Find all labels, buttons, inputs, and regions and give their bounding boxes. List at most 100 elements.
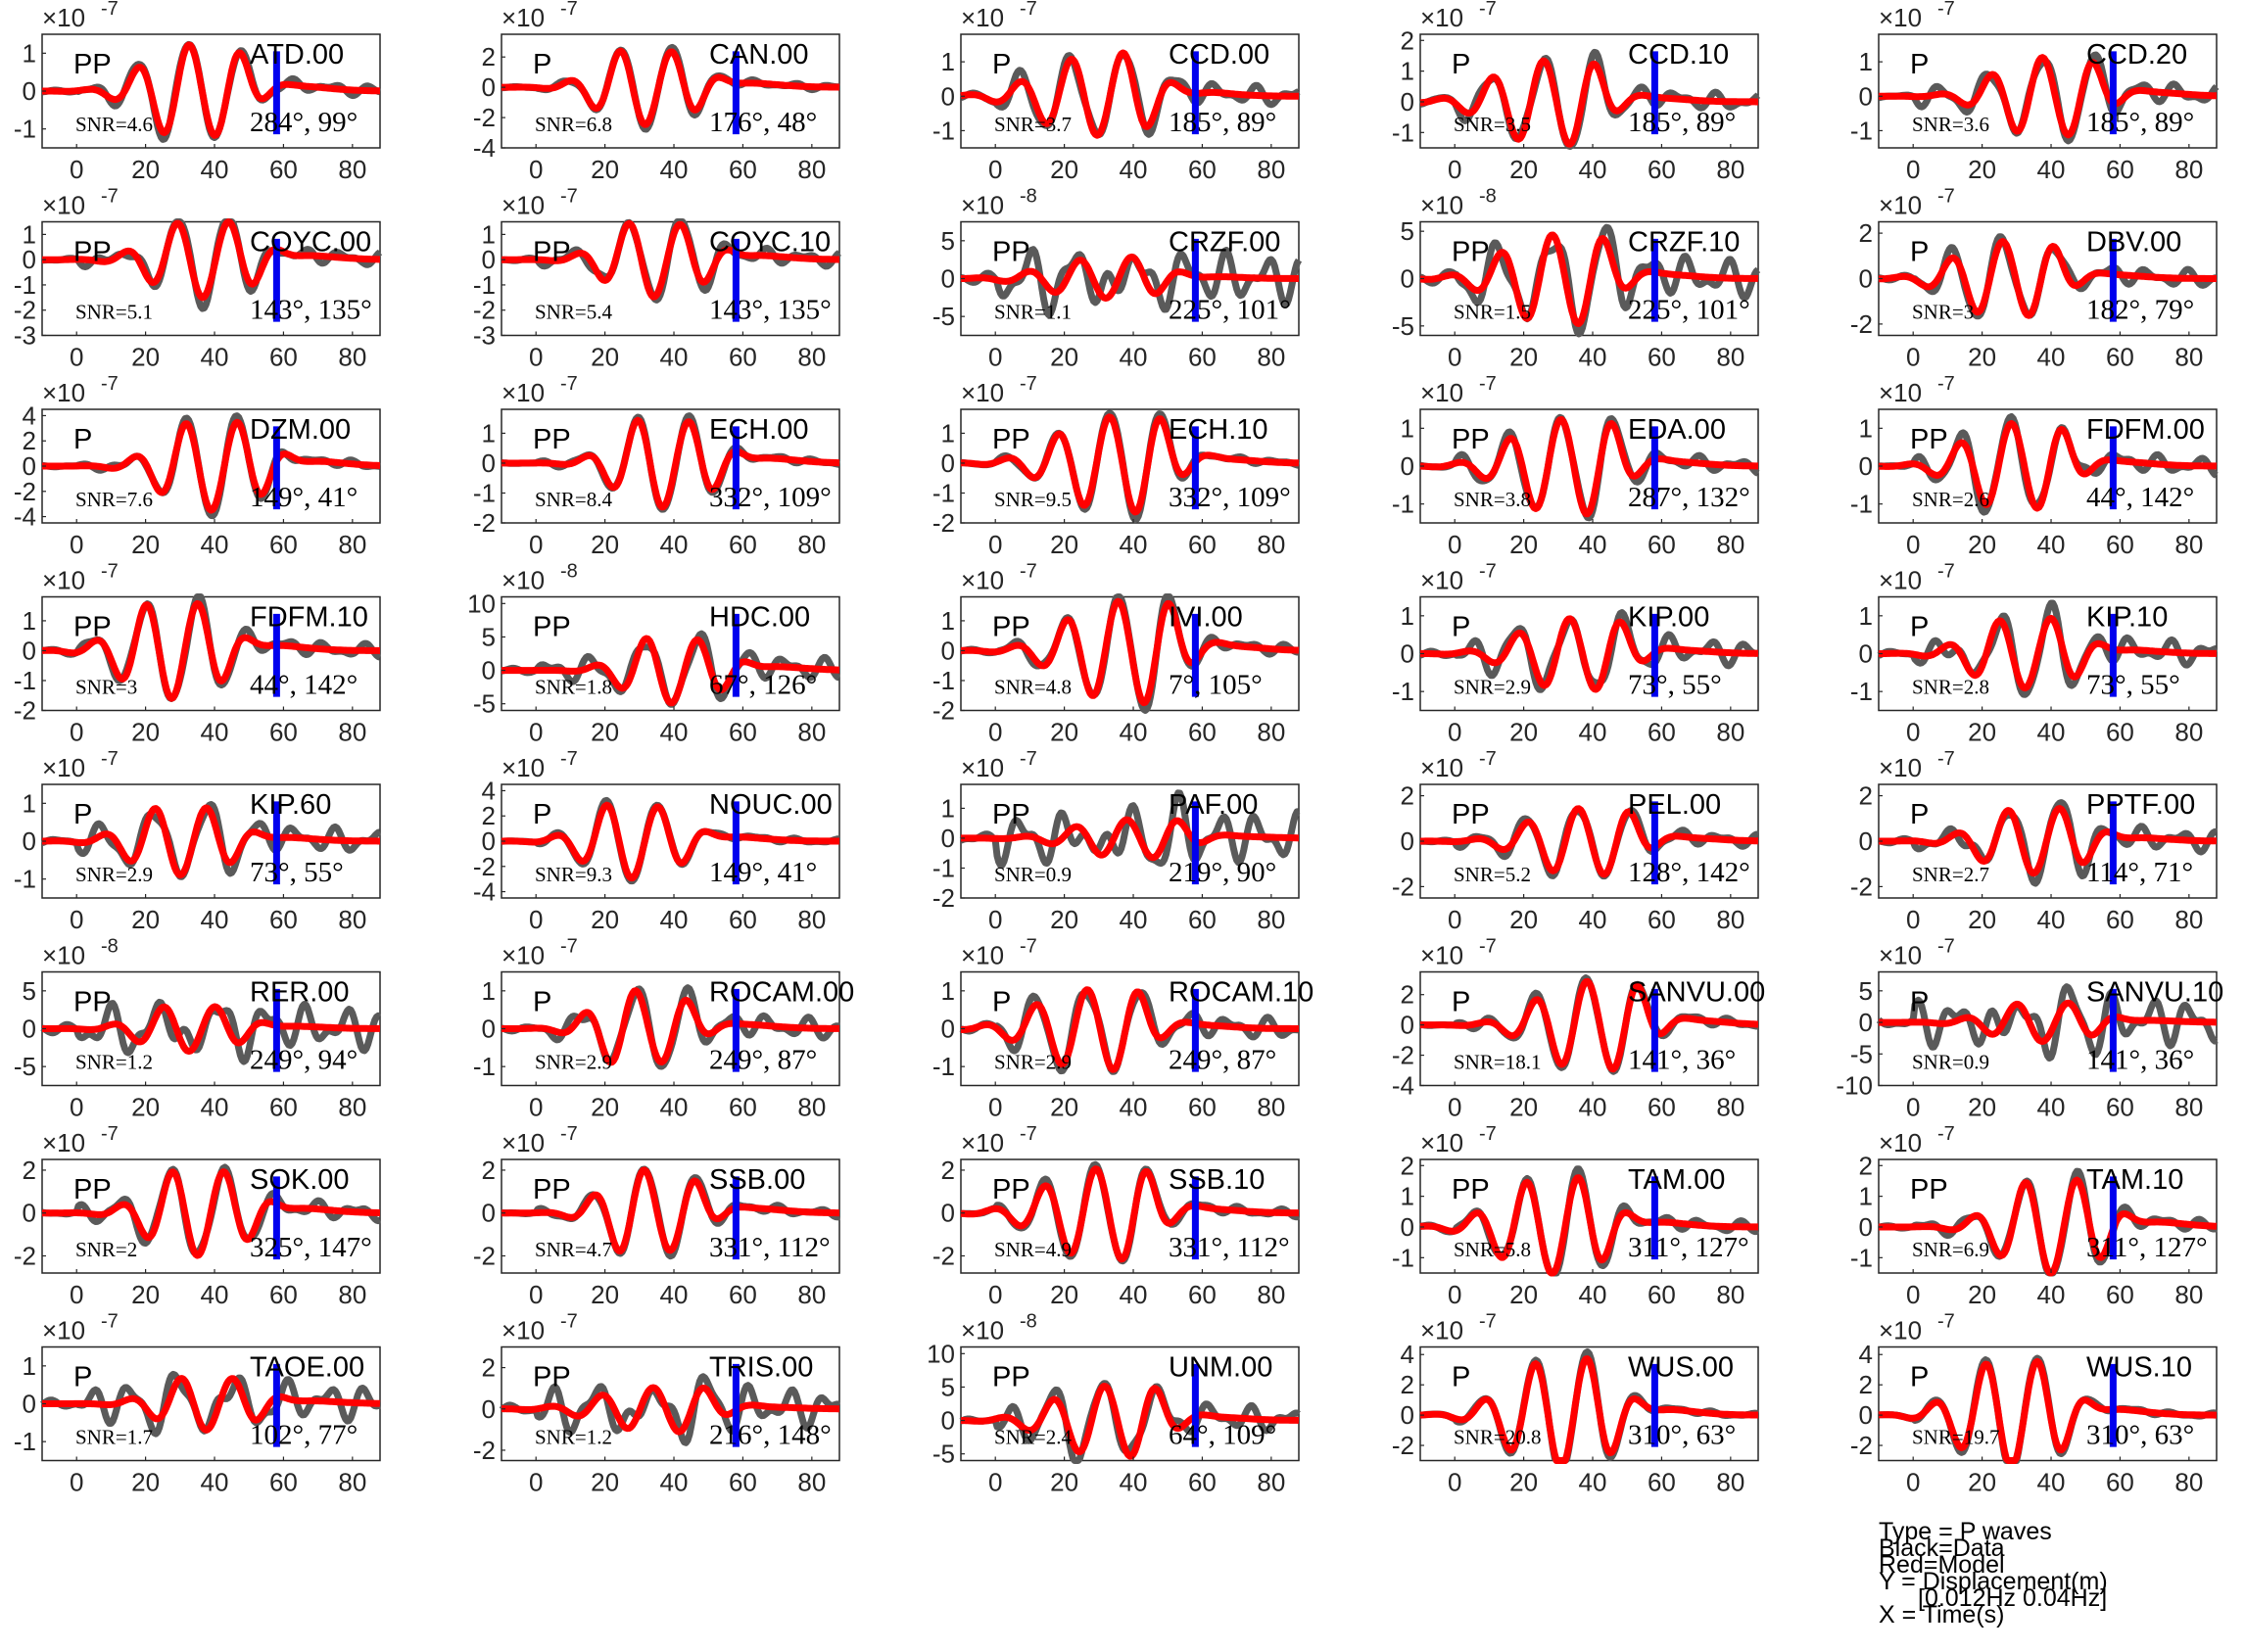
x-tick-label: 80 bbox=[1257, 343, 1285, 372]
angle-label: 287°, 132° bbox=[1628, 482, 1750, 513]
x-tick-label: 60 bbox=[1648, 530, 1676, 559]
station-label: ROCAM.10 bbox=[1169, 977, 1314, 1009]
y-exponent-power: -7 bbox=[1479, 0, 1497, 20]
y-tick-label: -1 bbox=[473, 478, 496, 507]
station-label: ECH.10 bbox=[1169, 414, 1268, 446]
y-tick-label: 5 bbox=[1401, 216, 1414, 246]
angle-label: 249°, 87° bbox=[709, 1045, 817, 1076]
y-exponent-power: -8 bbox=[1479, 186, 1497, 208]
legend-frequency-band: [0.012Hz 0.04Hz] bbox=[1918, 1584, 2108, 1612]
station-label: RER.00 bbox=[250, 977, 350, 1009]
x-tick-label: 20 bbox=[1050, 905, 1078, 934]
x-tick-label: 80 bbox=[2174, 530, 2203, 559]
phase-label: PP bbox=[533, 612, 571, 643]
x-tick-label: 0 bbox=[1906, 343, 1920, 372]
phase-label: P bbox=[992, 987, 1011, 1018]
y-exponent-label: ×10 bbox=[502, 378, 545, 407]
y-tick-label: -1 bbox=[14, 865, 36, 894]
y-tick-label: -4 bbox=[14, 502, 36, 532]
y-exponent-label: ×10 bbox=[961, 1316, 1004, 1345]
y-tick-label: 5 bbox=[941, 1372, 955, 1401]
y-tick-label: 0 bbox=[941, 824, 955, 853]
x-tick-label: 40 bbox=[1579, 718, 1607, 747]
y-tick-label: 0 bbox=[941, 448, 955, 478]
x-tick-label: 60 bbox=[729, 1280, 757, 1309]
panel-rer-00: 0 20 40 60 80 5 0 -5 ×10 -8 PP RER.00 SNR=1.2 249°, 9… bbox=[14, 936, 382, 1122]
y-exponent-label: ×10 bbox=[42, 378, 85, 407]
y-exponent-label: ×10 bbox=[1879, 753, 1922, 782]
y-tick-label: -1 bbox=[1392, 490, 1414, 519]
snr-label: SNR=19.7 bbox=[1912, 1426, 1999, 1449]
y-tick-label: -1 bbox=[1392, 118, 1414, 147]
axes-box bbox=[960, 1345, 1300, 1462]
model-trace bbox=[500, 801, 841, 882]
x-tick-label: 0 bbox=[70, 1093, 83, 1122]
station-label: CRZF.00 bbox=[1169, 227, 1280, 259]
y-exponent-label: ×10 bbox=[1420, 941, 1463, 970]
y-tick-label: -1 bbox=[473, 270, 496, 300]
angle-label: 143°, 135° bbox=[709, 295, 832, 326]
phase-label: P bbox=[1910, 799, 1929, 830]
y-tick-label: 10 bbox=[467, 589, 496, 618]
panel-kip-10: 0 20 40 60 80 1 0 -1 ×10 -7 P KIP.10 SNR=2.8 73°, 55° bbox=[1850, 561, 2219, 747]
x-tick-label: 60 bbox=[729, 155, 757, 184]
angle-label: 219°, 90° bbox=[1169, 857, 1276, 888]
y-exponent-power: -7 bbox=[1937, 186, 1955, 208]
x-tick-label: 0 bbox=[1906, 1468, 1920, 1497]
x-tick-label: 40 bbox=[201, 530, 229, 559]
x-tick-label: 0 bbox=[1448, 155, 1461, 184]
model-trace bbox=[959, 816, 1301, 862]
station-label: CCD.00 bbox=[1169, 39, 1269, 71]
y-tick-label: 0 bbox=[941, 1199, 955, 1228]
x-tick-label: 40 bbox=[2037, 343, 2066, 372]
x-tick-label: 60 bbox=[1188, 343, 1217, 372]
y-exponent-label: ×10 bbox=[502, 1316, 545, 1345]
y-tick-label: -4 bbox=[473, 877, 496, 907]
y-tick-label: 0 bbox=[23, 1015, 36, 1044]
x-tick-label: 20 bbox=[1509, 343, 1538, 372]
x-tick-label: 40 bbox=[201, 343, 229, 372]
y-tick-label: -2 bbox=[473, 296, 496, 325]
x-tick-label: 20 bbox=[131, 1468, 160, 1497]
phase-label: P bbox=[1910, 1362, 1929, 1393]
y-exponent-power: -8 bbox=[1020, 186, 1037, 208]
y-exponent-label: ×10 bbox=[502, 1128, 545, 1157]
y-exponent-power: -7 bbox=[560, 0, 578, 20]
y-exponent-label: ×10 bbox=[1420, 566, 1463, 595]
station-label: HDC.00 bbox=[709, 602, 810, 634]
panel-kip-00: 0 20 40 60 80 1 0 -1 ×10 -7 P KIP.00 SNR=2.9 73°, 55° bbox=[1392, 561, 1760, 747]
model-trace bbox=[1877, 1357, 2219, 1464]
x-tick-label: 80 bbox=[1716, 1468, 1744, 1497]
model-trace bbox=[1418, 231, 1760, 327]
y-exponent-label: ×10 bbox=[1420, 378, 1463, 407]
x-tick-label: 80 bbox=[797, 905, 826, 934]
y-tick-label: 2 bbox=[1859, 781, 1873, 811]
x-tick-label: 60 bbox=[269, 530, 298, 559]
x-tick-label: 80 bbox=[797, 1280, 826, 1309]
snr-label: SNR=18.1 bbox=[1454, 1051, 1541, 1074]
x-tick-label: 0 bbox=[1448, 343, 1461, 372]
y-tick-label: 2 bbox=[1401, 1370, 1414, 1399]
y-tick-label: -2 bbox=[14, 477, 36, 506]
y-exponent-power: -7 bbox=[560, 936, 578, 958]
model-trace bbox=[1418, 977, 1760, 1073]
x-tick-label: 60 bbox=[2106, 1093, 2134, 1122]
station-label: DBV.00 bbox=[2086, 227, 2181, 259]
y-tick-label: 1 bbox=[941, 47, 955, 76]
station-label: ROCAM.00 bbox=[709, 977, 854, 1009]
x-tick-label: 20 bbox=[1050, 155, 1078, 184]
angle-label: 311°, 127° bbox=[1628, 1232, 1749, 1263]
model-trace bbox=[1418, 57, 1760, 148]
phase-label: PP bbox=[1452, 799, 1490, 830]
y-exponent-power: -7 bbox=[101, 0, 119, 20]
phase-label: PP bbox=[73, 987, 112, 1018]
axes-box bbox=[960, 33, 1300, 149]
station-label: SANVU.00 bbox=[1628, 977, 1765, 1009]
x-tick-label: 40 bbox=[2037, 1468, 2066, 1497]
